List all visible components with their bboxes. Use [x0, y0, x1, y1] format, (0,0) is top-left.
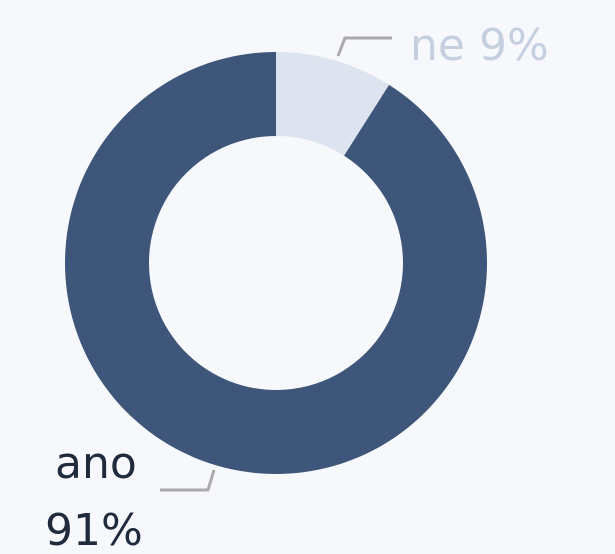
value-label: 9% [479, 20, 549, 71]
leader-line [160, 469, 216, 492]
leader-line [336, 36, 392, 57]
category-label: ne [410, 20, 465, 71]
slice-label: ne 9% [410, 20, 549, 71]
donut-slice [65, 52, 488, 475]
donut-slice [276, 52, 390, 156]
category-label: ano [55, 438, 137, 489]
value-label: 91% [45, 505, 143, 554]
slices [65, 52, 488, 475]
